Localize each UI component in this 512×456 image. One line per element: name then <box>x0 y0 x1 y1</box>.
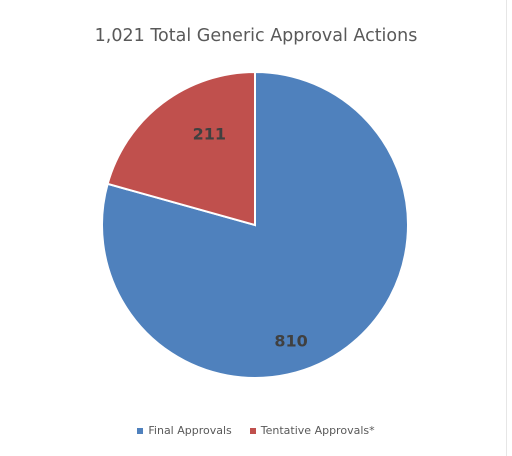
chart-title: 1,021 Total Generic Approval Actions <box>94 26 418 46</box>
legend-label-final-approvals: Final Approvals <box>148 424 232 437</box>
legend-item-tentative-approvals: Tentative Approvals* <box>249 424 375 437</box>
legend-swatch-tentative-approvals <box>249 427 256 434</box>
legend-label-tentative-approvals: Tentative Approvals* <box>260 424 375 437</box>
pie-slice-tentative-approvals <box>106 70 256 227</box>
chart-legend: Final Approvals Tentative Approvals* <box>0 424 512 437</box>
data-label-final-approvals: 810 <box>274 331 307 350</box>
legend-swatch-final-approvals <box>137 427 144 434</box>
legend-item-final-approvals: Final Approvals <box>137 424 232 437</box>
frame-border <box>506 0 507 456</box>
data-label-tentative-approvals: 211 <box>193 124 226 143</box>
pie-slice-final-approvals <box>101 70 409 379</box>
